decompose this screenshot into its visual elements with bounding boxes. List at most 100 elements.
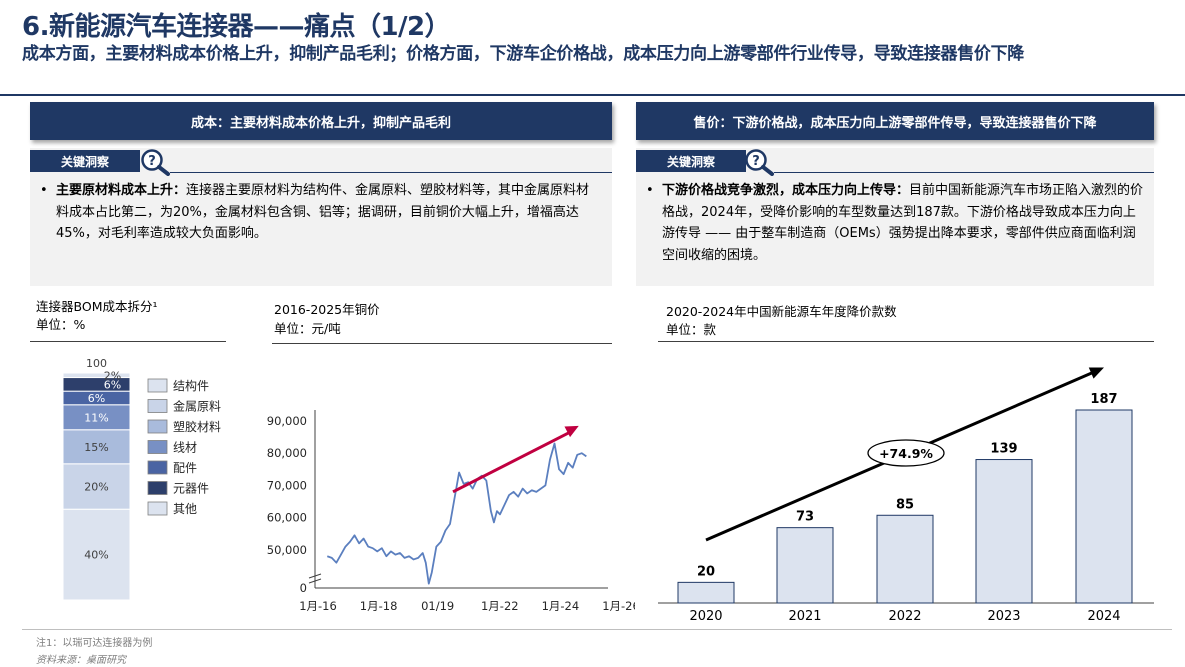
pricecut-chart-rule [658,341,1154,342]
page-title: 6.新能源汽车连接器——痛点（1/2） [22,12,451,42]
magnifier-question-icon: ? [141,149,170,176]
pricecut-bar-value-label: 85 [896,497,914,512]
pricecut-bar-value-label: 20 [697,564,715,579]
pricecut-x-tick-label: 2021 [788,609,821,624]
bom-segment-label: 6% [88,392,105,405]
left-insight-body: 连接器主要原材料为结构件、金属原料、塑胶材料等，其中金属原料材料成本占比第二，为… [56,183,590,241]
footnote: 注1：以瑞可达连接器为例 [36,638,153,649]
bom-chart-rule [30,341,226,342]
bom-chart-unit: 单位：% [36,317,86,332]
bom-segment-label: 15% [84,441,108,454]
pricecut-x-tick-label: 2022 [888,609,921,624]
copper-y-tick-label: 0 [300,581,307,595]
pricecut-bar-2020 [677,581,735,604]
right-banner-label: 售价：下游价格战，成本压力向上游零部件传导，导致连接器售价下降 [693,115,1097,131]
left-insight-lead: 主要原材料成本上升： [56,183,187,198]
bom-chart-title: 连接器BOM成本拆分¹ [36,299,158,314]
copper-x-tick-label: 1月-16 [299,599,337,613]
magnifier-question-icon: ? [745,149,774,176]
bom-segment-label: 11% [84,411,108,424]
bom-segment-label: 2% [104,369,121,382]
svg-text:?: ? [148,154,156,169]
legend-swatch-2 [147,399,168,413]
copper-y-tick-label: 80,000 [267,446,307,460]
bullet-icon: • [646,183,654,198]
left-banner: 成本：主要材料成本价格上升，抑制产品毛利 [30,102,612,140]
bom-total-label: 100 [86,357,107,370]
copper-x-tick-label: 1月-22 [481,599,519,613]
pricecut-bar-2021 [776,527,834,604]
right-insight-tag: 关键洞察 [636,150,746,172]
left-insight-tag: 关键洞察 [30,150,140,172]
pricecut-bar-value-label: 187 [1090,392,1117,407]
bom-segment-2 [62,463,131,510]
pricecut-x-tick-label: 2024 [1087,609,1120,624]
pricecut-bar-2023 [975,459,1033,604]
right-insight-lead: 下游价格战竞争激烈，成本压力向上传导： [662,183,910,198]
legend-entry: 结构件 [173,378,209,393]
bom-segment-3 [62,429,131,465]
legend-entry: 线材 [173,441,197,455]
copper-y-tick-label: 60,000 [267,511,307,525]
copper-price-line-chart: 0 50,000 60,000 70,000 80,000 90,000 1月-16 1月-1… [267,410,635,613]
bom-segment-1 [62,508,131,601]
copper-trend-arrowhead [564,425,579,438]
copper-x-tick-label: 1月-26 [602,599,635,613]
pricecut-bar-value-label: 73 [796,510,814,525]
pricecut-trend-arrowhead [1088,367,1104,379]
bullet-icon: • [40,183,48,198]
legend-entry: 其他 [173,502,197,516]
source-note: 资料来源：桌面研究 [36,655,126,666]
legend-swatch-5 [147,460,168,475]
axis-break-mark [308,573,322,579]
legend-swatch-6 [147,481,168,495]
copper-x-tick-label: 1月-24 [542,599,580,613]
legend-entry: 元器件 [173,482,209,496]
legend-entry: 塑胶材料 [173,419,221,434]
page-subtitle: 成本方面，主要材料成本价格上升，抑制产品毛利；价格方面，下游车企价格战，成本压力… [22,44,1024,64]
legend-swatch-1 [147,378,168,393]
legend-entry: 金属原料 [173,399,221,414]
left-insight-text: • 主要原材料成本上升：连接器主要原材料为结构件、金属原料、塑胶材料等，其中金属… [40,180,602,245]
copper-price-series [326,442,587,585]
copper-chart-rule [272,343,612,344]
pricecut-chart-title: 2020-2024年中国新能源车年度降价款数 [666,304,897,319]
bom-segment-label: 20% [84,481,108,494]
legend-swatch-4 [147,440,168,454]
bom-segment-4 [62,404,131,431]
pricecut-x-tick-label: 2023 [987,609,1020,624]
left-insight-tag-label: 关键洞察 [60,154,109,169]
copper-y-tick-label: 70,000 [267,478,307,492]
pricecut-bar-2024 [1075,409,1133,604]
bom-stacked-bar-chart: 10040%20%15%11%6%6%2%结构件金属原料塑胶材料线材配件元器件其… [62,357,221,601]
copper-trend-arrow [452,430,572,494]
pricecut-chart-unit: 单位：款 [666,322,717,337]
right-banner: 售价：下游价格战，成本压力向上游零部件传导，导致连接器售价下降 [636,102,1154,140]
svg-text:?: ? [752,154,760,169]
legend-entry: 配件 [173,461,197,475]
copper-x-tick-label: 01/19 [421,599,454,613]
bom-segment-label: 6% [104,378,121,391]
pricecut-bar-2022 [876,514,934,604]
copper-y-tick-label: 90,000 [267,414,307,428]
copper-chart-unit: 单位：元/吨 [274,321,341,336]
footer-divider [22,629,1172,630]
left-banner-label: 成本：主要材料成本价格上升，抑制产品毛利 [190,115,451,131]
bom-segment-label: 40% [84,549,108,562]
right-insight-tag-label: 关键洞察 [666,154,715,169]
legend-swatch-7 [147,501,168,516]
cagr-label: +74.9% [879,446,933,461]
legend-swatch-3 [147,419,168,434]
bom-segment-7 [62,372,131,379]
copper-chart-title: 2016-2025年铜价 [274,302,380,317]
copper-x-tick-label: 1月-18 [360,599,398,613]
copper-y-tick-label: 50,000 [267,543,307,557]
axis-break-mark [308,578,322,584]
cagr-bubble [867,439,945,467]
left-tag-rule [170,172,612,173]
right-insight-body: 目前中国新能源汽车市场正陷入激烈的价格战，2024年，受降价影响的车型数量达到1… [662,183,1144,263]
right-insight-text: • 下游价格战竞争激烈，成本压力向上传导：目前中国新能源汽车市场正陷入激烈的价格… [646,180,1146,266]
title-divider [0,94,1185,96]
pricecut-bar-value-label: 139 [990,442,1017,457]
